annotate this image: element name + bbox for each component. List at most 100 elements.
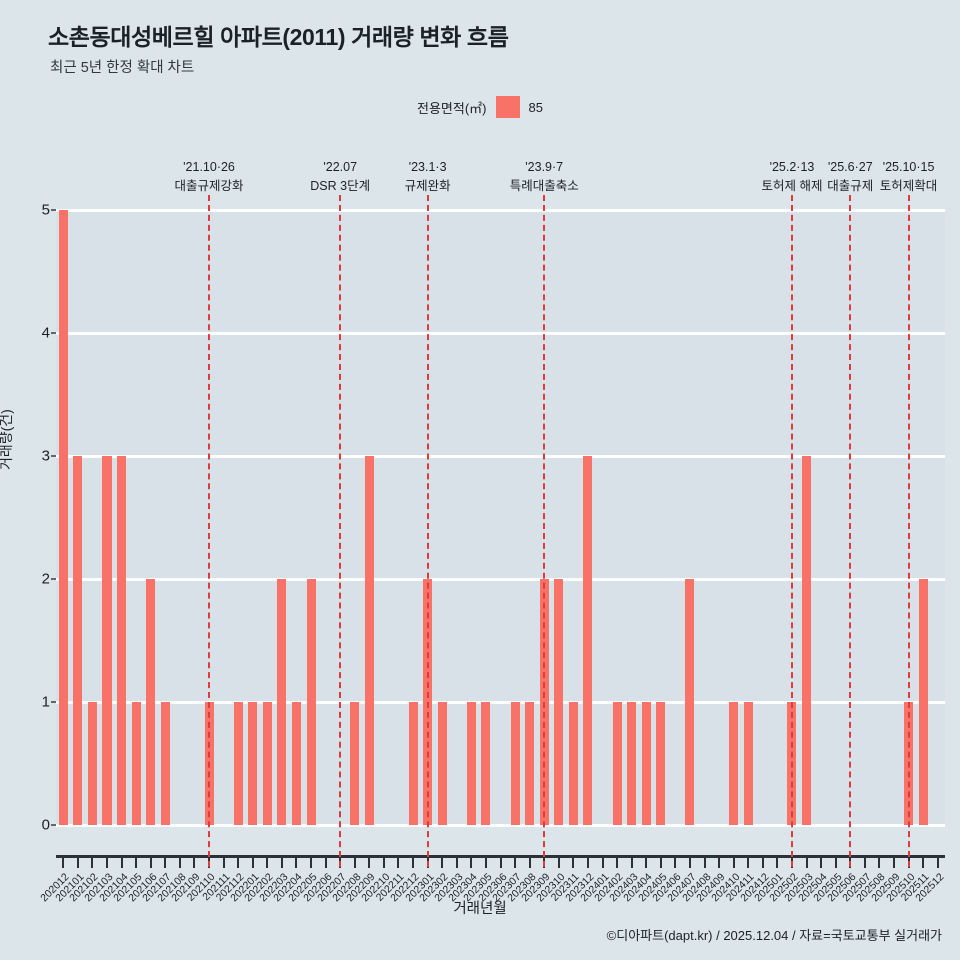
annotation-name: 특례대출축소 (509, 179, 579, 194)
bar[interactable] (525, 702, 535, 825)
x-axis-tick-mark (237, 855, 240, 868)
bar[interactable] (729, 702, 739, 825)
x-axis-tick-mark (863, 855, 866, 868)
bar[interactable] (291, 702, 301, 825)
x-axis-tick-mark (776, 855, 779, 868)
x-axis-tick-mark (397, 855, 400, 868)
x-axis-tick-mark (368, 855, 371, 868)
bar[interactable] (743, 702, 753, 825)
bar[interactable] (277, 579, 287, 825)
x-axis-tick-mark (193, 855, 196, 868)
bar[interactable] (510, 702, 520, 825)
bar[interactable] (233, 702, 243, 825)
x-axis-tick-mark (630, 855, 633, 868)
annotation-date: '25.2·13 (769, 160, 815, 174)
x-axis-tick-mark (761, 855, 764, 868)
x-axis-tick-mark (601, 855, 604, 868)
bar[interactable] (918, 579, 928, 825)
x-axis-tick-mark (528, 855, 531, 868)
bar[interactable] (568, 702, 578, 825)
annotation-label: '23.1·3 규제완화 (405, 158, 451, 197)
bar[interactable] (117, 456, 127, 825)
legend-swatch-icon (495, 96, 520, 118)
bar[interactable] (583, 456, 593, 825)
x-axis-tick-mark (747, 855, 750, 868)
y-axis-tick-mark (51, 209, 56, 211)
annotation-date: '23.1·3 (408, 160, 447, 174)
gridline (56, 577, 945, 581)
x-axis-label: 거래년월 (453, 901, 507, 917)
x-axis-tick-mark (936, 855, 939, 868)
y-axis-tick-label: 4 (41, 324, 50, 342)
bar[interactable] (146, 579, 156, 825)
legend-title: 전용면적(㎡) (417, 100, 487, 116)
x-axis-tick-mark (732, 855, 735, 868)
bar[interactable] (612, 702, 622, 825)
x-axis-tick-mark (178, 855, 181, 868)
annotation-name: 대출규제강화 (174, 179, 244, 194)
gridline (56, 208, 945, 212)
y-axis-tick-label: 5 (41, 201, 50, 219)
bar[interactable] (437, 702, 447, 825)
x-axis-tick-mark (878, 855, 881, 868)
bar[interactable] (364, 456, 374, 825)
x-axis-tick-mark (645, 855, 648, 868)
x-axis-tick-mark (499, 855, 502, 868)
annotation-date: '25.6·27 (827, 160, 873, 174)
x-axis-tick-mark (616, 855, 619, 868)
x-axis-tick-mark (222, 855, 225, 868)
x-axis-tick-mark (892, 855, 895, 868)
bar[interactable] (350, 702, 360, 825)
bar[interactable] (466, 702, 476, 825)
x-axis-tick-mark (557, 855, 560, 868)
x-axis-tick-mark (412, 855, 415, 868)
x-axis-tick-mark (514, 855, 517, 868)
y-axis-tick-mark (51, 701, 56, 703)
bar[interactable] (248, 702, 258, 825)
x-axis-tick-mark (382, 855, 385, 868)
chart-subtitle: 최근 5년 한정 확대 차트 (50, 60, 195, 76)
bar[interactable] (87, 702, 97, 825)
x-axis-tick-mark (164, 855, 167, 868)
bar-series (56, 210, 945, 825)
bar[interactable] (306, 579, 316, 825)
bar[interactable] (73, 456, 83, 825)
chart-footer: ©디아파트(dapt.kr) / 2025.12.04 / 자료=국토교통부 실… (606, 928, 942, 943)
y-axis-tick-mark (51, 455, 56, 457)
bar[interactable] (802, 456, 812, 825)
bar[interactable] (58, 210, 68, 825)
gridline (56, 700, 945, 704)
annotation-date: '25.10·15 (882, 160, 935, 174)
y-axis-label: 거래량(건) (0, 409, 14, 470)
annotation-label: '25.2·13 토허제 해제 (761, 158, 822, 197)
x-axis-tick-mark (295, 855, 298, 868)
x-axis-tick-mark (266, 855, 269, 868)
bar[interactable] (131, 702, 141, 825)
bar[interactable] (627, 702, 637, 825)
annotation-line (790, 195, 793, 867)
x-axis-tick-mark (135, 855, 138, 868)
annotation-date: '23.9·7 (525, 160, 564, 174)
bar[interactable] (481, 702, 491, 825)
bar[interactable] (262, 702, 272, 825)
bar[interactable] (160, 702, 170, 825)
annotation-date: '21.10·26 (183, 160, 235, 174)
x-axis-tick-mark (353, 855, 356, 868)
annotation-line (426, 195, 429, 867)
x-axis-tick-mark (834, 855, 837, 868)
bar[interactable] (656, 702, 666, 825)
y-axis-tick-label: 3 (41, 447, 50, 465)
y-axis-tick-mark (51, 824, 56, 826)
bar[interactable] (641, 702, 651, 825)
bar[interactable] (554, 579, 564, 825)
x-axis-tick-mark (703, 855, 706, 868)
gridline (56, 454, 945, 458)
x-axis-tick-mark (441, 855, 444, 868)
bar[interactable] (408, 702, 418, 825)
annotation-line (849, 195, 852, 867)
bar[interactable] (102, 456, 112, 825)
plot-area (56, 208, 945, 827)
x-axis-tick-mark (922, 855, 925, 868)
bar[interactable] (685, 579, 695, 825)
